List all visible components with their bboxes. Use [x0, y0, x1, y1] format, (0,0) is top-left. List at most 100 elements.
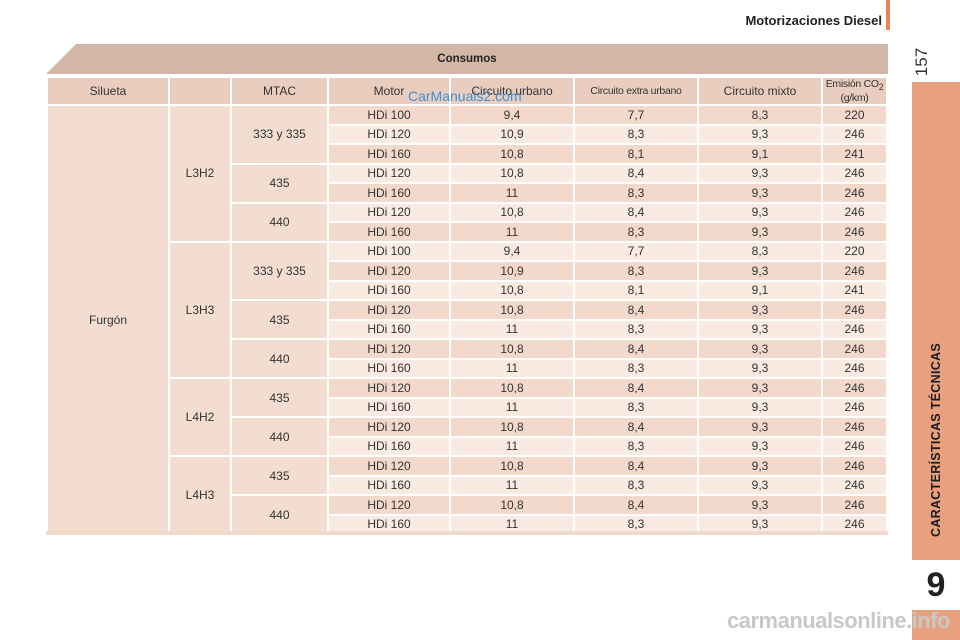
mtac-cell: 435: [232, 164, 327, 202]
urbano-cell: 9,4: [451, 106, 573, 124]
emision-cell: 241: [823, 281, 886, 300]
urbano-cell: 10,8: [451, 379, 573, 397]
model-cell: L4H3: [170, 457, 230, 534]
table-row: HDi 160 11 8,3 9,3 246: [48, 223, 886, 241]
chapter-number: 9: [912, 560, 960, 610]
urbano-cell: 11: [451, 223, 573, 241]
motor-cell: HDi 160: [329, 281, 449, 300]
urbano-cell: 10,8: [451, 281, 573, 300]
urbano-cell: 11: [451, 398, 573, 417]
table-row: HDi 160 11 8,3 9,3 246: [48, 476, 886, 495]
chapter-label: CARACTERÍSTICAS TÉCNICAS: [929, 342, 943, 538]
mixto-cell: 9,3: [699, 359, 821, 378]
header-accent-bar: [886, 0, 890, 30]
motor-cell: HDi 160: [329, 359, 449, 378]
extra-urbano-cell: 8,3: [575, 320, 697, 339]
urbano-cell: 10,8: [451, 340, 573, 358]
col-motor: Motor: [329, 78, 449, 105]
col-urbano: Circuito urbano: [451, 78, 573, 105]
motor-cell: HDi 160: [329, 515, 449, 534]
mixto-cell: 9,3: [699, 184, 821, 202]
urbano-cell: 10,8: [451, 164, 573, 183]
table-row: 440 HDi 120 10,8 8,4 9,3 246: [48, 496, 886, 534]
mixto-cell: 9,3: [699, 476, 821, 495]
table-row: HDi 160 11 8,3 9,3 246: [48, 184, 886, 202]
emision-cell: 246: [823, 457, 886, 475]
table-row: HDi 160 11 8,3 9,3 246: [48, 320, 886, 339]
mixto-cell: 9,3: [699, 398, 821, 417]
extra-urbano-cell: 8,4: [575, 301, 697, 319]
table-row: L4H2 435 HDi 120 10,8 8,4 9,3 246: [48, 379, 886, 456]
motor-cell: HDi 160: [329, 184, 449, 202]
extra-urbano-cell: 8,4: [575, 164, 697, 183]
extra-urbano-cell: 7,7: [575, 242, 697, 261]
mtac-cell: 440: [232, 496, 327, 534]
extra-urbano-cell: 8,4: [575, 457, 697, 475]
table-row: HDi 120 10,9 8,3 9,3 246: [48, 262, 886, 280]
motor-cell: HDi 120: [329, 203, 449, 222]
col-emision: Emisión CO2 (g/km): [823, 78, 886, 105]
motor-cell: HDi 160: [329, 223, 449, 241]
extra-urbano-cell: 8,1: [575, 145, 697, 163]
emision-label: Emisión CO: [825, 78, 879, 90]
table-row: L3H3 333 y 335 HDi 100 9,4 7,7 8,3 220: [48, 242, 886, 378]
emision-cell: 246: [823, 262, 886, 280]
emision-cell: 246: [823, 301, 886, 319]
mixto-cell: 9,1: [699, 281, 821, 300]
extra-urbano-cell: 7,7: [575, 106, 697, 124]
emision-cell: 246: [823, 184, 886, 202]
mixto-cell: 9,3: [699, 515, 821, 534]
motor-cell: HDi 120: [329, 164, 449, 183]
emision-cell: 246: [823, 125, 886, 144]
table-title: Consumos: [437, 53, 497, 65]
urbano-cell: 11: [451, 515, 573, 534]
motor-cell: HDi 160: [329, 145, 449, 163]
urbano-cell: 11: [451, 184, 573, 202]
mtac-cell: 435: [232, 379, 327, 417]
mixto-cell: 8,3: [699, 106, 821, 124]
urbano-cell: 11: [451, 320, 573, 339]
emision-cell: 220: [823, 106, 886, 124]
urbano-cell: 10,8: [451, 418, 573, 436]
mixto-cell: 9,3: [699, 223, 821, 241]
extra-urbano-cell: 8,3: [575, 359, 697, 378]
extra-urbano-cell: 8,3: [575, 125, 697, 144]
motor-cell: HDi 120: [329, 301, 449, 319]
table-footer-bar: [46, 531, 888, 535]
watermark-top: CarManuals2.com: [408, 88, 522, 104]
emision-cell: 246: [823, 515, 886, 534]
urbano-cell: 10,8: [451, 301, 573, 319]
emision-cell: 246: [823, 418, 886, 436]
emision-cell: 246: [823, 398, 886, 417]
table-row: HDi 160 11 8,3 9,3 246: [48, 437, 886, 456]
section-title: Motorizaciones Diesel: [745, 13, 882, 28]
table-header-row: Silueta MTAC Motor Circuito urbano Circu…: [48, 78, 886, 105]
extra-urbano-cell: 8,4: [575, 418, 697, 436]
mtac-cell: 435: [232, 457, 327, 495]
motor-cell: HDi 100: [329, 242, 449, 261]
mixto-cell: 9,3: [699, 164, 821, 183]
motor-cell: HDi 120: [329, 340, 449, 358]
mixto-cell: 9,3: [699, 457, 821, 475]
urbano-cell: 10,8: [451, 145, 573, 163]
table-title-banner: Consumos: [46, 44, 888, 74]
urbano-cell: 10,9: [451, 125, 573, 144]
extra-urbano-cell: 8,4: [575, 340, 697, 358]
emision-cell: 246: [823, 223, 886, 241]
emision-cell: 246: [823, 476, 886, 495]
table-row: 440 HDi 120 10,8 8,4 9,3 246: [48, 340, 886, 378]
watermark-bottom: carmanualsonline.info: [727, 608, 951, 633]
motor-cell: HDi 120: [329, 457, 449, 475]
mixto-cell: 9,3: [699, 125, 821, 144]
col-mtac-header-spacer: [170, 78, 230, 105]
motor-cell: HDi 120: [329, 379, 449, 397]
table-row: 435 HDi 120 10,8 8,4 9,3 246: [48, 164, 886, 202]
emision-cell: 246: [823, 340, 886, 358]
mixto-cell: 9,1: [699, 145, 821, 163]
mtac-cell: 440: [232, 340, 327, 378]
motor-cell: HDi 100: [329, 106, 449, 124]
mixto-cell: 8,3: [699, 242, 821, 261]
table-row: HDi 160 11 8,3 9,3 246: [48, 398, 886, 417]
chapter-side-tab: [912, 82, 960, 560]
table-row: HDi 160 11 8,3 9,3 246: [48, 515, 886, 534]
